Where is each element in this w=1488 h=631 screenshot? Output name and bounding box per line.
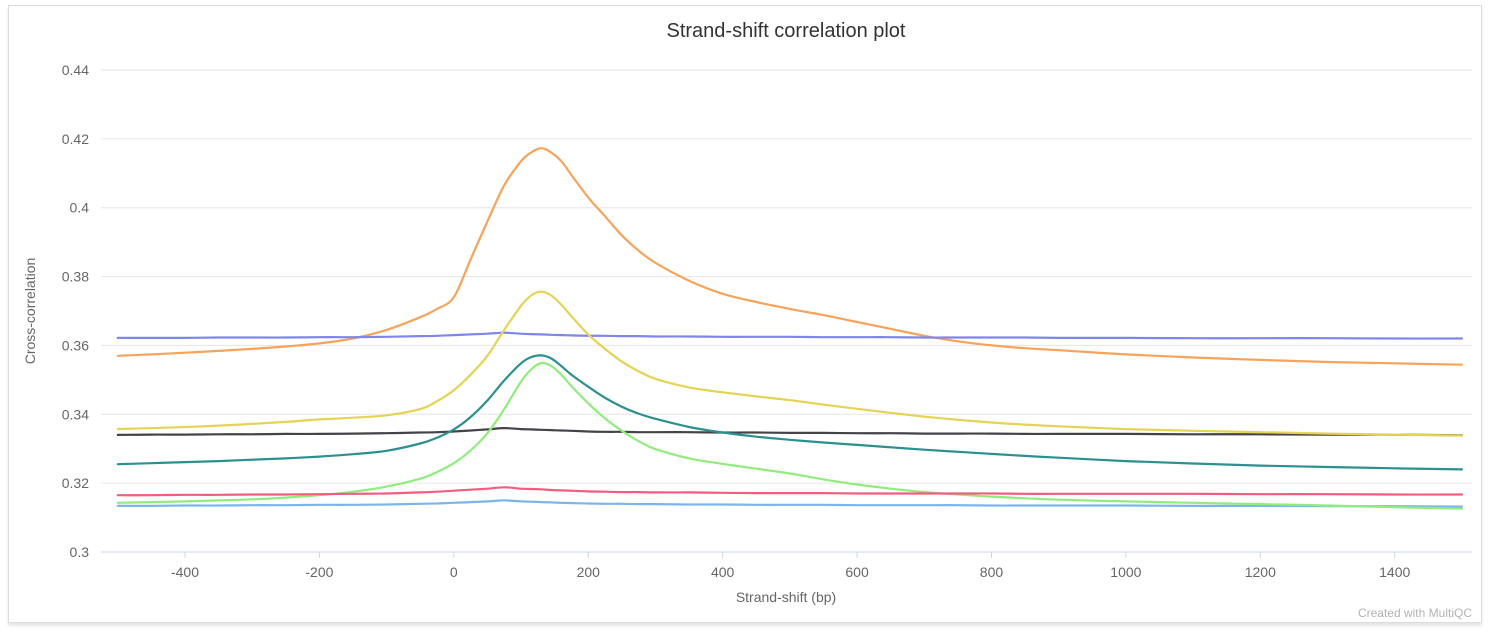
- y-tick-label: 0.32: [62, 475, 89, 491]
- y-tick-label: 0.34: [62, 406, 89, 422]
- series-line-purple-flat[interactable]: [116, 331, 1463, 340]
- x-tick-label: 200: [577, 564, 601, 580]
- x-tick-label: 1200: [1245, 564, 1276, 580]
- series-line-light-green-peaked[interactable]: [116, 361, 1463, 510]
- y-tick-label: 0.3: [70, 544, 90, 560]
- y-tick-labels: 0.3 0.32 0.34 0.36 0.38 0.4 0.42 0.44: [62, 62, 89, 560]
- x-tick-label: 800: [980, 564, 1004, 580]
- x-axis-title: Strand-shift (bp): [736, 589, 836, 605]
- x-axis: [101, 551, 1472, 558]
- chart-title: Strand-shift correlation plot: [666, 20, 905, 42]
- y-axis-title: Cross-correlation: [22, 258, 38, 365]
- series-line-yellow-peaked[interactable]: [116, 290, 1463, 437]
- series-line-light-blue-flat[interactable]: [116, 499, 1463, 508]
- y-tick-label: 0.42: [62, 131, 89, 147]
- x-tick-label: 1400: [1379, 564, 1410, 580]
- series-lines[interactable]: [116, 147, 1463, 510]
- x-tick-label: -200: [305, 564, 333, 580]
- x-tick-label: 600: [845, 564, 869, 580]
- series-line-orange-peaked[interactable]: [116, 147, 1463, 366]
- chart-card: 0.3 0.32 0.34 0.36 0.38 0.4 0.42 0.44 -400 -200 0…: [8, 5, 1482, 623]
- strand-shift-chart[interactable]: 0.3 0.32 0.34 0.36 0.38 0.4 0.42 0.44 -400 -200 0…: [9, 6, 1479, 620]
- y-tick-label: 0.4: [70, 200, 90, 216]
- multiqc-credit: Created with MultiQC: [1358, 606, 1472, 620]
- series-line-dark-gray-flat[interactable]: [116, 426, 1463, 437]
- x-tick-labels: -400 -200 0 200 400 600 800 1000 1200 1400: [171, 564, 1411, 580]
- x-tick-label: 1000: [1110, 564, 1141, 580]
- y-gridlines: [101, 69, 1472, 553]
- y-tick-label: 0.44: [62, 62, 89, 78]
- x-tick-label: 400: [711, 564, 735, 580]
- series-line-pink-flat[interactable]: [116, 486, 1463, 497]
- x-tick-label: -400: [171, 564, 199, 580]
- series-line-teal-peaked[interactable]: [116, 354, 1463, 471]
- y-tick-label: 0.36: [62, 337, 89, 353]
- y-tick-label: 0.38: [62, 269, 89, 285]
- x-tick-label: 0: [450, 564, 458, 580]
